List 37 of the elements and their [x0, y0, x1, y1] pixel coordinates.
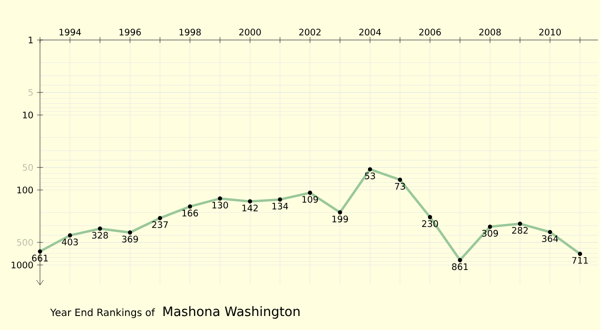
y-tick-label: 500 [17, 239, 33, 246]
x-tick-label: 1994 [60, 28, 81, 36]
data-label: 309 [482, 230, 498, 237]
x-tick-label: 2004 [359, 28, 381, 36]
data-label: 109 [302, 196, 318, 203]
x-tick-label: 2008 [479, 28, 501, 36]
data-label: 230 [422, 220, 438, 228]
data-label: 134 [272, 202, 288, 210]
data-label: 199 [332, 216, 348, 222]
data-label: 711 [572, 257, 588, 264]
y-tick-label: 1 [28, 36, 33, 44]
y-tick-label: 50 [22, 164, 33, 171]
data-label: 166 [182, 210, 198, 216]
y-tick-label: 10 [23, 112, 33, 118]
data-label: 364 [542, 235, 558, 242]
data-label: 369 [122, 236, 138, 242]
text: Mashona Washington [163, 306, 300, 319]
x-tick-label: 2000 [239, 28, 261, 36]
data-label: 403 [62, 238, 78, 246]
data-label: 142 [242, 204, 258, 212]
y-tick-label: 5 [28, 89, 33, 96]
x-tick-label: 1998 [180, 28, 201, 36]
x-tick-label: 2006 [419, 28, 441, 36]
data-label: 282 [512, 226, 528, 234]
data-label: 73 [395, 182, 405, 190]
data-label: 861 [452, 263, 468, 270]
x-tick-label: 2010 [539, 28, 561, 36]
data-label: 130 [212, 202, 228, 209]
x-tick-label: 2002 [299, 28, 321, 36]
data-label: 661 [32, 254, 48, 262]
data-label: 53 [364, 172, 375, 180]
text: Year End Rankings of [50, 308, 156, 318]
x-tick-label: 1996 [120, 28, 141, 36]
y-tick-label: 100 [17, 186, 33, 194]
y-tick-label: 1000 [12, 262, 33, 268]
data-label: 237 [152, 221, 168, 228]
data-label: 328 [92, 232, 108, 239]
